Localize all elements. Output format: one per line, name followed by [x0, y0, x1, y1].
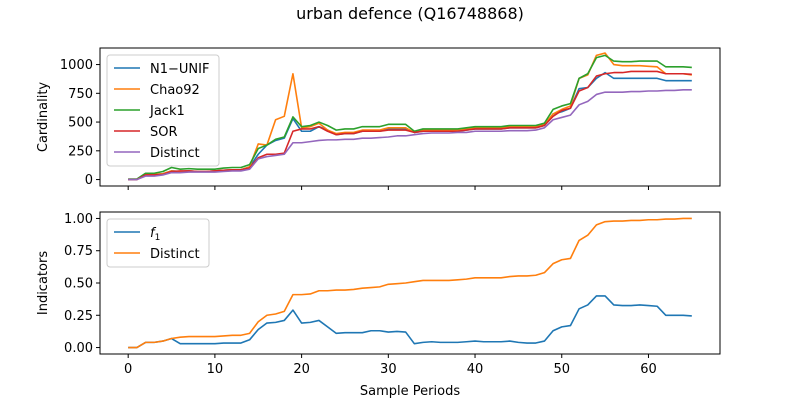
legend-box [106, 54, 220, 167]
x-tick-label: 30 [380, 362, 397, 377]
x-tick-label: 40 [467, 362, 484, 377]
series-line-jack1 [128, 54, 692, 180]
y-tick-label: 500 [68, 116, 93, 131]
legend-label: Distinct [150, 146, 200, 161]
x-axis-label: Sample Periods [360, 384, 460, 399]
y-tick-label: 0.75 [64, 244, 93, 259]
legend-label: Distinct [150, 247, 200, 262]
x-tick-label: 60 [640, 362, 657, 377]
y-tick-label: 0.00 [64, 341, 93, 356]
y-tick-label: 0 [85, 173, 93, 188]
y-tick-label: 0.50 [64, 277, 93, 292]
series-line-f1 [128, 295, 692, 349]
cardinality-panel: 0 250 500 750 1000 Cardinality N1−UNIF Chao92 Ja… [36, 47, 721, 190]
indicators-panel: 0.00 0.25 0.50 0.75 1.00 0 10 20 30 40 50 60 Indicat… [36, 211, 721, 377]
legend-label: Chao92 [150, 83, 200, 98]
x-tick-label: 50 [553, 362, 570, 377]
y-axis-label: Cardinality [36, 82, 51, 153]
series-line-distinct [128, 89, 692, 181]
y-tick-label: 250 [68, 144, 93, 159]
x-tick-label: 10 [207, 362, 224, 377]
y-tick-label: 0.25 [64, 309, 93, 324]
y-tick-label: 750 [68, 87, 93, 102]
legend-label: f1 [150, 226, 160, 243]
x-tick-label: 0 [124, 362, 132, 377]
y-axis-label: Indicators [36, 251, 51, 315]
legend-label: SOR [150, 125, 178, 140]
legend-label: N1−UNIF [150, 62, 209, 77]
legend-label: Jack1 [149, 104, 185, 119]
x-tick-label: 20 [293, 362, 310, 377]
series-line-sor [128, 70, 692, 181]
y-tick-label: 1000 [60, 58, 93, 73]
plot-frame [99, 47, 721, 187]
legend-box [106, 218, 210, 268]
y-tick-label: 1.00 [64, 212, 93, 227]
series-line-distinct2 [128, 217, 692, 349]
chart-title: urban defence (Q16748868) [296, 4, 524, 23]
